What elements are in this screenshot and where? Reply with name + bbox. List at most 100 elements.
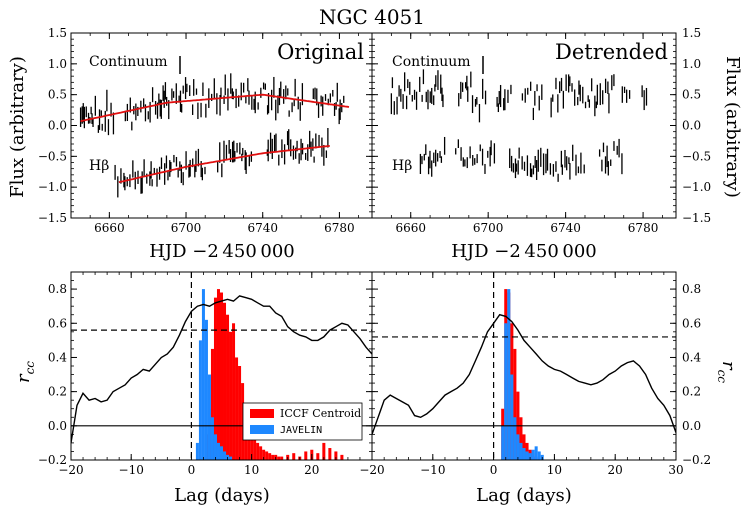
iccf-hist-bar [280,456,284,460]
y-tick-label: 0.6 [682,316,701,330]
javelin-hist-bar [207,374,211,460]
label-continuum-right: Continuum [392,54,471,70]
y-tick-label: 0.4 [48,350,67,364]
javelin-hist-bar [198,340,202,460]
x-tick-label: −10 [119,463,144,477]
y-tick-label: 1.0 [48,57,67,71]
y-tick-label: −1.0 [38,180,67,194]
javelin-hist-bar [537,451,541,460]
iccf-hist-bar [226,314,230,460]
y-tick-label: 0.2 [682,385,701,399]
iccf-hist-bar [219,292,224,460]
ccf-curve [71,295,372,444]
panel-original-ccf: −20 −10 0 10 20 −0.2 0.0 0.2 0.4 0.6 0.8 [38,271,373,477]
y-tick-label: −1.5 [38,211,67,225]
plot-area [372,272,676,460]
rcc-symbol-right: r [718,361,739,371]
bottom-right-ylabel: rcc [715,361,739,383]
legend-swatch-iccf [250,409,274,418]
x-tick-label: 6740 [550,221,581,235]
iccf-hist-bar [259,446,263,460]
y-tick-label: 0.8 [682,282,701,296]
y-tick-label: 1.0 [682,57,701,71]
iccf-tail-bar [292,453,296,460]
series-continuum [79,73,345,136]
javelin-hist-bar [525,451,529,460]
ccf-curve [372,313,676,435]
panel-label-original: Original [277,40,364,64]
bottom-left-ylabel: rcc [13,361,37,383]
iccf-tail-bar [334,451,338,460]
plot-area [390,69,648,182]
x-tick-label: −20 [58,463,83,477]
javelin-hist-bar [507,289,511,460]
axes-frame [371,271,677,461]
javelin-hist-bar [522,448,526,460]
javelin-hist-bar [501,425,505,460]
javelin-hist-bar [504,323,508,460]
x-tick-label: 6700 [473,221,504,235]
javelin-hist-bar [528,453,532,460]
iccf-hist-bar [265,451,269,460]
x-tick-label: 20 [608,463,623,477]
fit-curve-continuum [80,93,350,123]
legend-label-iccf: ICCF Centroid [280,407,361,420]
top-right-xlabel: HJD −2 450 000 [451,241,597,262]
iccf-hist-bar [235,357,239,460]
y-tick-label: 0.6 [48,316,67,330]
iccf-hist-bar [513,348,517,460]
y-tick-label: 0.8 [48,282,67,296]
javelin-hist-bar [213,434,217,460]
javelin-hist-bar [534,446,538,460]
iccf-hist-bar [268,453,272,460]
iccf-hist-bar [241,383,245,460]
iccf-hist-bar [210,348,214,460]
rcc-symbol: r [13,373,34,383]
iccf-hist-bar [522,434,526,460]
panel-original-lightcurve: 6660 6700 6740 6780 −1.5 −1.0 −0.5 0.0 0.5 1.0 1.5 [38,26,373,235]
javelin-hist-bar [531,449,535,460]
legend-label-javelin: JAVELIN [280,425,322,436]
x-tick-label: −20 [359,463,384,477]
iccf-hist-bar [277,456,281,460]
iccf-tail-bar [304,451,308,460]
figure-title: NGC 4051 [319,5,425,29]
x-tick-label: 0 [490,463,498,477]
iccf-hist-bar [519,417,523,460]
x-tick-label: 6700 [171,221,202,235]
javelin-hist-bar [510,374,514,460]
y-tick-label: −1.0 [682,180,711,194]
x-tick-label: 6660 [94,221,125,235]
y-tick-label: 1.5 [682,26,701,40]
x-tick-label: −10 [420,463,445,477]
iccf-hist-bar [216,289,220,460]
javelin-hist-bar [229,456,233,460]
javelin-hist-bar [204,319,208,460]
legend: ICCF Centroid JAVELIN [242,402,363,441]
x-tick-label: 20 [304,463,319,477]
top-right-ylabel: Flux (arbitrary) [722,56,743,198]
label-hbeta-left: Hβ [89,158,109,174]
x-tick-label: 6660 [395,221,426,235]
y-tick-label: 0.0 [682,419,701,433]
series-continuum [390,69,648,123]
y-tick-label: 0.5 [48,88,67,102]
iccf-hist-bar [256,442,260,460]
panel-detrended-ccf: −20 −10 0 10 20 30−0.2 0.0 0.2 0.4 0.6 0.8 [359,271,711,477]
bottom-right-xlabel: Lag (days) [476,485,572,506]
iccf-hist-bar [271,454,275,460]
y-tick-label: 0.4 [682,350,701,364]
iccf-hist-bar [262,449,266,460]
iccf-tail-bar [328,448,332,460]
x-tick-label: 6740 [247,221,278,235]
rcc-subscript: cc [23,361,37,375]
javelin-hist-bar [210,417,214,460]
iccf-hist-bar [525,442,529,460]
y-tick-label: 0.5 [682,88,701,102]
y-tick-label: −0.2 [682,453,711,467]
javelin-hist-bar [223,451,227,460]
iccf-hist-bar [229,331,233,460]
x-tick-label: 10 [244,463,259,477]
bottom-left-xlabel: Lag (days) [174,485,270,506]
